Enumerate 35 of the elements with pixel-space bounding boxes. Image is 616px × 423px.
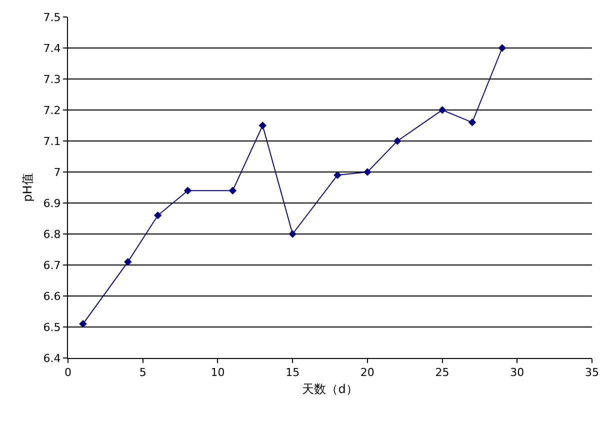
y-tick-label: 7.3 [43,72,61,86]
point [288,230,296,238]
point [393,137,402,145]
y-tick-label: 6.5 [43,320,61,334]
x-tick-label: 10 [210,366,225,380]
y-tick-label: 7 [54,166,61,179]
y-tick-label: 6.4 [43,352,61,365]
x-tick-label: 25 [435,366,450,380]
point [438,106,446,114]
point [334,171,342,179]
y-tick-label: 7.2 [43,104,61,117]
point [184,186,192,194]
y-tick-label: 6.8 [43,228,61,241]
point [468,118,476,126]
y-tick-label: 7.1 [43,134,61,148]
point [154,212,162,220]
point [498,44,506,52]
point [258,122,267,130]
y-tick-label: 7.4 [43,42,61,55]
x-axis-title: 天数（d） [302,382,358,396]
y-axis-title: pH值 [20,173,35,202]
y-tick-label: 7.5 [43,10,61,24]
x-tick-label: 30 [510,366,524,380]
x-tick-label: 5 [139,366,146,380]
point [79,320,87,328]
x-tick-label: 0 [64,366,72,380]
y-tick-label: 6.9 [43,196,61,210]
x-tick-label: 15 [286,366,300,380]
point [124,258,132,266]
y-tick-label: 6.7 [43,258,61,272]
point [228,186,237,194]
x-tick-label: 20 [360,366,374,380]
x-tick-label: 35 [585,366,599,380]
y-tick-label: 6.6 [43,290,61,303]
point [364,168,372,176]
